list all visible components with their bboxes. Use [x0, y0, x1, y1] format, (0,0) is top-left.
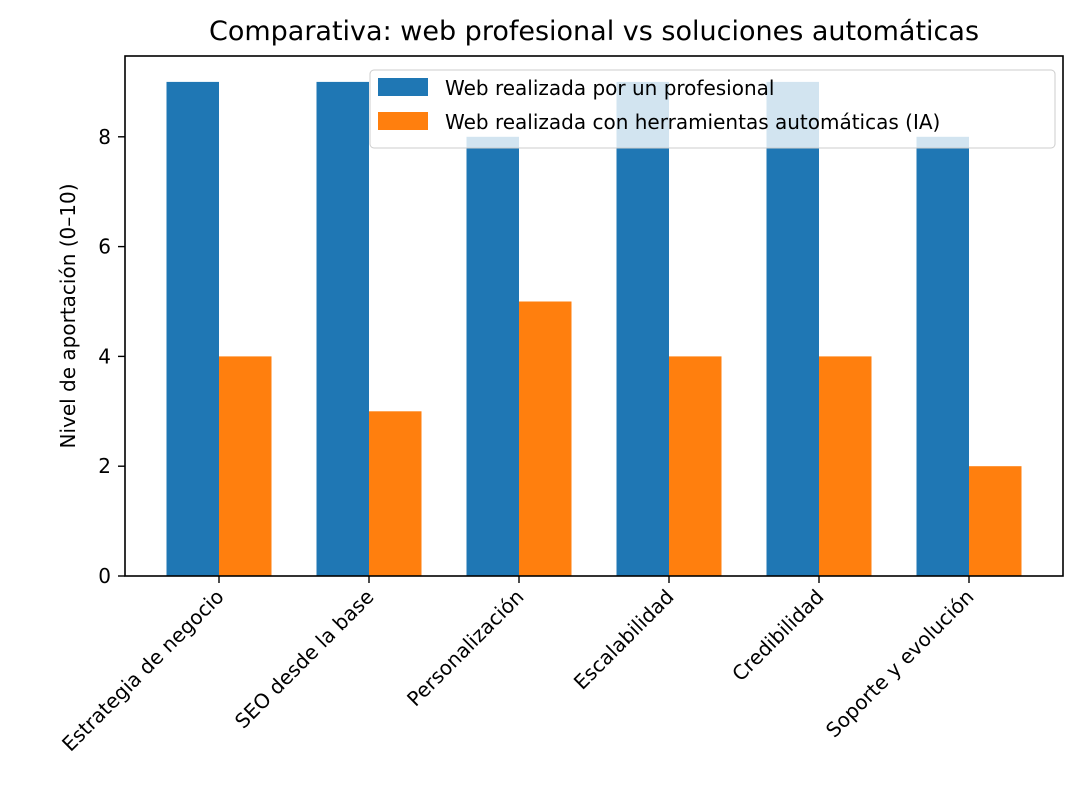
x-tick-label: SEO desde la base [230, 585, 379, 734]
legend-label: Web realizada por un profesional [445, 76, 774, 100]
bar [166, 81, 219, 577]
y-tick-label: 2 [98, 454, 111, 478]
x-tick-label: Estrategia de negocio [57, 585, 228, 756]
y-tick-label: 4 [98, 344, 111, 368]
legend-label: Web realizada con herramientas automátic… [445, 110, 940, 134]
x-tick-label: Escalabilidad [569, 585, 679, 695]
chart-title: Comparativa: web profesional vs solucion… [209, 16, 979, 47]
x-tick-label: Credibilidad [727, 585, 828, 686]
bar [916, 136, 969, 577]
bar [616, 81, 669, 577]
bar [316, 81, 369, 577]
legend-swatch [378, 78, 428, 96]
legend: Web realizada por un profesional Web real… [369, 69, 1056, 149]
bar [369, 411, 422, 576]
bar [219, 356, 272, 576]
y-tick-label: 8 [98, 125, 111, 149]
bar [519, 301, 572, 576]
plot-frame [124, 55, 1064, 577]
bars-group [166, 81, 1022, 577]
bar [466, 136, 519, 577]
bar [819, 356, 872, 576]
y-tick-label: 6 [98, 235, 111, 259]
y-axis: 0 2 4 6 8 [98, 125, 125, 588]
bar [766, 81, 819, 577]
legend-swatch [378, 112, 428, 130]
x-tick-label: Personalización [402, 585, 528, 711]
bar [669, 356, 722, 576]
legend-box [369, 69, 1056, 149]
y-tick-label: 0 [98, 564, 111, 588]
x-tick-label: Soporte y evolución [821, 585, 979, 743]
bar [969, 466, 1022, 576]
y-axis-label: Nivel de aportación (0–10) [56, 183, 80, 448]
x-axis: Estrategia de negocio SEO desde la base Pe… [57, 576, 979, 756]
